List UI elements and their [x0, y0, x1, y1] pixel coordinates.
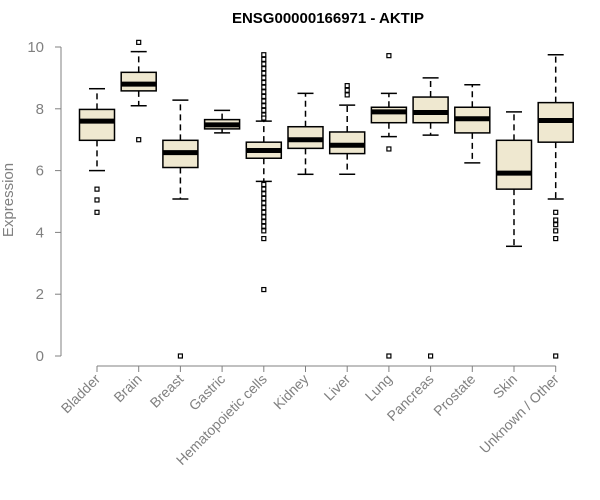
outlier-point: [553, 235, 559, 242]
outlier-point: [261, 181, 267, 188]
x-tick-label: Lung: [362, 371, 395, 404]
outlier-point: [261, 66, 267, 72]
x-tick-label: Breast: [147, 371, 187, 411]
outlier-point: [553, 228, 559, 234]
outlier-point: [94, 197, 100, 203]
outlier-point: [344, 83, 350, 89]
x-tick-label: Bladder: [58, 371, 104, 417]
outlier-point: [386, 353, 392, 359]
outlier-point: [553, 217, 559, 223]
outlier-point: [261, 191, 267, 197]
outlier-point: [553, 353, 559, 359]
box-skin: [495, 111, 533, 248]
outlier-point: [261, 84, 267, 90]
outlier-point: [177, 353, 183, 359]
box-lung: [370, 53, 408, 359]
box-pancreas: [412, 77, 449, 359]
outlier-point: [261, 115, 267, 121]
y-tick-label: 10: [27, 39, 44, 56]
outlier-point: [261, 61, 267, 67]
y-tick-label: 0: [36, 348, 44, 365]
outlier-point: [261, 70, 267, 76]
outlier-point: [261, 56, 267, 62]
y-tick-label: 4: [36, 224, 44, 241]
outlier-point: [386, 146, 392, 152]
box-brain: [120, 39, 157, 143]
outlier-point: [261, 218, 267, 225]
y-tick-label: 6: [36, 163, 44, 180]
outlier-point: [261, 107, 267, 113]
box-bladder: [78, 87, 116, 215]
x-tick-label: Brain: [110, 371, 144, 405]
outlier-point: [261, 89, 267, 95]
outlier-point: [261, 98, 267, 104]
iqr-box: [78, 108, 116, 142]
outlier-point: [261, 52, 267, 58]
outlier-point: [94, 186, 100, 192]
outlier-point: [261, 103, 267, 109]
outlier-point: [261, 228, 267, 234]
outlier-point: [261, 209, 267, 215]
outlier-point: [261, 205, 267, 211]
y-axis: 0 2 4 6 8 10: [27, 39, 62, 365]
iqr-box: [495, 139, 533, 190]
outlier-point: [136, 39, 142, 45]
box-unknown-other: [537, 53, 574, 359]
outlier-point: [261, 286, 267, 293]
outlier-point: [261, 200, 267, 206]
outlier-point: [261, 93, 267, 100]
outlier-point: [261, 186, 267, 192]
x-tick-label: Kidney: [270, 371, 312, 413]
outlier-point: [261, 214, 267, 220]
y-axis-label: Expression: [0, 163, 17, 237]
box-kidney: [287, 92, 324, 176]
outlier-point: [261, 75, 267, 81]
iqr-box: [412, 96, 449, 124]
outlier-point: [261, 223, 267, 229]
box-hematopoietic-cells: [245, 52, 283, 293]
outlier-point: [94, 209, 100, 215]
box-plot-group: [78, 39, 574, 359]
box-prostate: [454, 83, 491, 164]
outlier-point: [553, 209, 559, 215]
outlier-point: [136, 137, 142, 143]
x-tick-label: Skin: [490, 371, 521, 402]
outlier-point: [261, 195, 267, 202]
outlier-point: [428, 353, 434, 359]
outlier-point: [386, 53, 392, 59]
chart-title: ENSG00000166971 - AKTIP: [232, 10, 424, 27]
x-tick-label: Prostate: [430, 371, 478, 419]
outlier-point: [553, 222, 559, 228]
y-tick-label: 8: [36, 101, 44, 118]
box-liver: [328, 83, 366, 176]
outlier-point: [344, 87, 350, 93]
outlier-point: [344, 92, 350, 98]
y-tick-label: 2: [36, 286, 44, 303]
x-tick-label: Liver: [321, 371, 354, 404]
outlier-point: [261, 79, 267, 86]
box-breast: [162, 99, 199, 359]
box-gastric: [203, 109, 241, 134]
outlier-point: [261, 235, 267, 242]
x-tick-label: Unknown / Other: [476, 371, 562, 457]
